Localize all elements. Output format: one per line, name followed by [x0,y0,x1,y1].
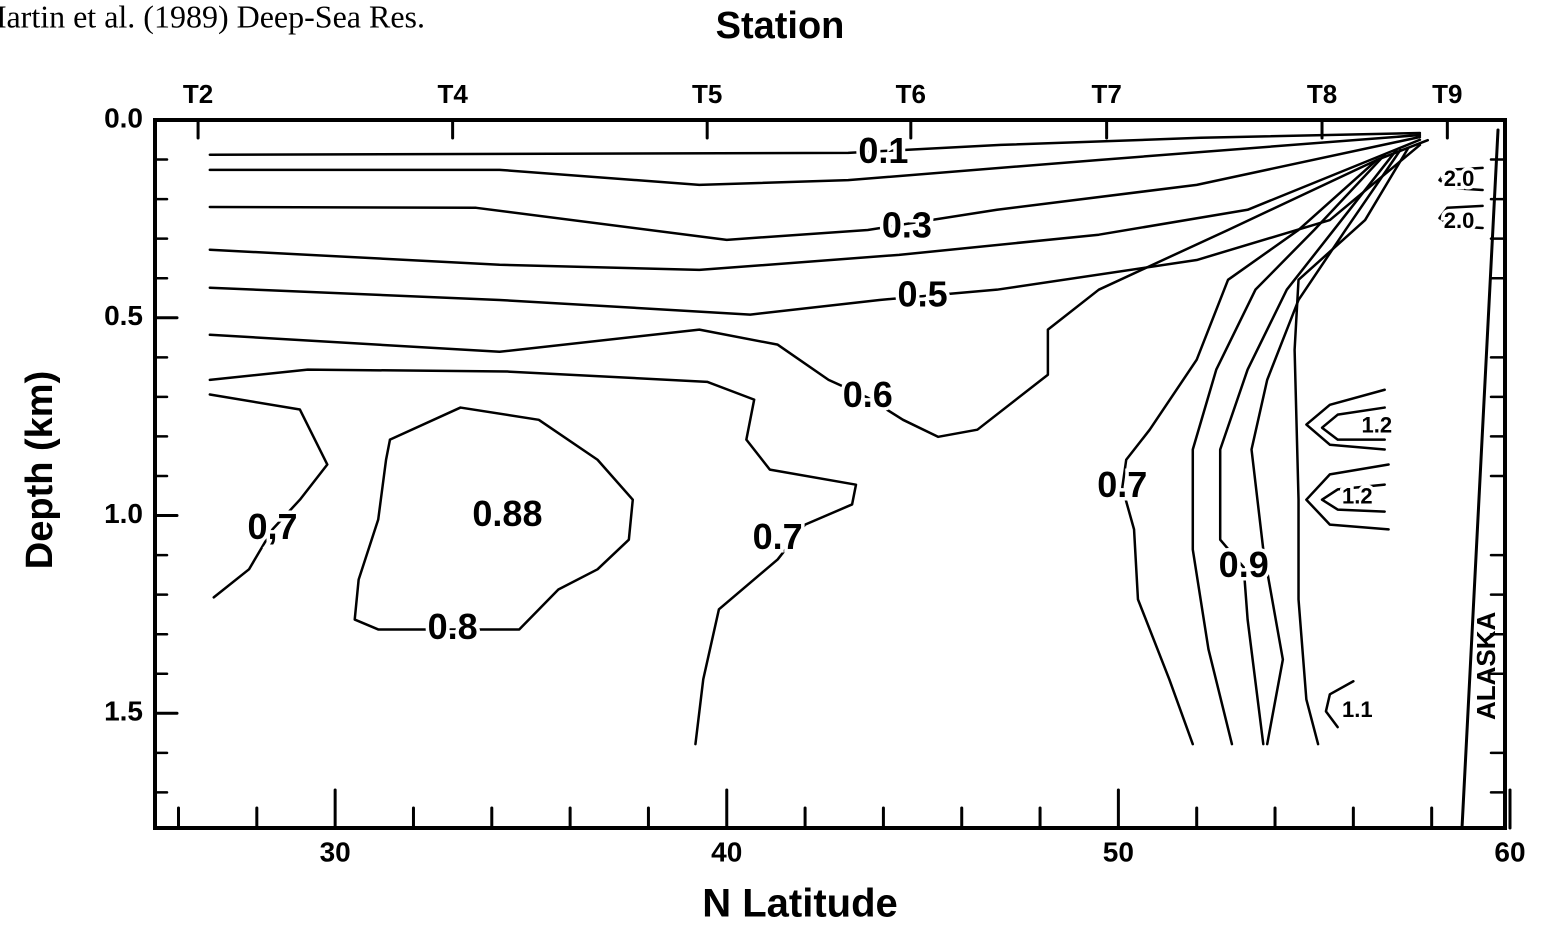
contour-label: 0.6 [843,374,893,415]
contour-label: 0.7 [1097,464,1147,505]
y-tick-label: 1.5 [104,696,143,727]
contour-label: 0.8 [428,606,478,647]
y-tick-label: 0.0 [104,102,143,133]
y-tick-label: 1.0 [104,498,143,529]
contour-line [1293,146,1410,746]
station-label: T5 [692,79,722,109]
contour-line [208,131,1422,157]
contour-label: 0.7 [753,516,803,557]
contour-line [208,138,1422,272]
source-note: Martin et al. (1989) Deep-Sea Res. [0,0,425,34]
contour-label: 0.5 [898,273,948,314]
station-label: T6 [896,79,926,109]
contour-line [1438,166,1484,192]
contour-line [1121,158,1379,746]
y-tick-label: 0.5 [104,300,143,331]
contour-line [208,143,1422,316]
station-label: T9 [1432,79,1462,109]
contour-line [1191,153,1386,746]
contour-line [1438,204,1484,230]
contour-line [1250,148,1402,746]
station-label: T8 [1307,79,1337,109]
contour-line [208,368,858,746]
contour-label: 1.2 [1362,412,1393,437]
coastline [1460,128,1500,830]
contour-label: 0.9 [1219,544,1269,585]
top-axis-title: Station [716,5,845,47]
y-axis-title: Depth (km) [19,371,61,569]
station-label: T2 [183,79,213,109]
contour-line [208,133,1422,187]
contour-label: 2.0 [1444,208,1475,233]
contour-line [1324,680,1355,729]
contour-line [1305,388,1386,451]
contour-label: 1.2 [1342,484,1373,509]
contour-line [208,138,1430,439]
contour-line [1218,148,1398,746]
x-tick-label: 40 [711,836,742,867]
contour-line [208,135,1422,242]
contour-label: 0.1 [858,130,908,171]
contour-line [353,406,635,631]
contour-line [1320,483,1386,513]
contour-label: 0,7 [247,506,297,547]
x-axis-title: N Latitude [702,882,898,926]
contour-label: 1.1 [1342,697,1373,722]
contour-label: 0.3 [882,204,932,245]
contour-line [1305,463,1390,531]
contour-line [1320,406,1386,441]
station-label: T7 [1091,79,1121,109]
contour-label: 2.0 [1444,166,1475,191]
x-tick-label: 50 [1103,836,1134,867]
contour-line [208,393,329,599]
plot-frame [153,118,1507,830]
station-label: T4 [437,79,468,109]
contour-label: 0.88 [472,493,542,534]
x-tick-label: 30 [320,836,351,867]
x-tick-label: 60 [1494,836,1525,867]
region-label: ALASKA [1471,611,1501,720]
